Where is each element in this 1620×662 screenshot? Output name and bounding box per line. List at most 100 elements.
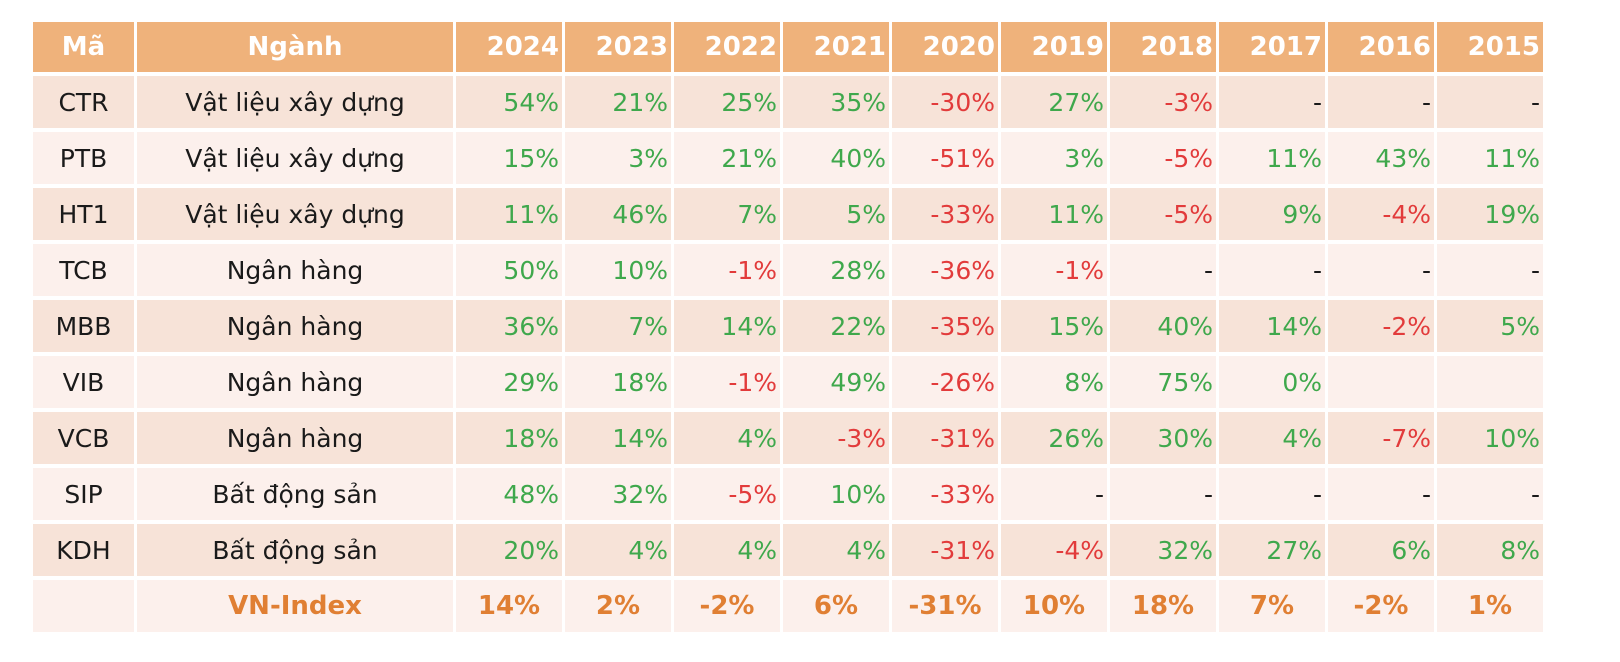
return-value-cell: -36%	[892, 244, 998, 296]
return-value-cell: 8%	[1437, 524, 1543, 576]
return-value-cell: 2%	[565, 580, 671, 632]
return-value-cell: 20%	[456, 524, 562, 576]
return-value-cell: -31%	[892, 524, 998, 576]
return-value-cell: 21%	[674, 132, 780, 184]
stock-code-cell: VIB	[33, 356, 134, 408]
return-value-cell: -	[1328, 244, 1434, 296]
return-value-cell: -	[1437, 76, 1543, 128]
return-value-cell: 11%	[1219, 132, 1325, 184]
return-value-cell: -2%	[674, 580, 780, 632]
sector-cell: Ngân hàng	[137, 244, 453, 296]
table-row: CTR Vật liệu xây dựng 54% 21% 25% 35% -30% 27% -…	[33, 76, 1543, 128]
return-value-cell: -31%	[892, 412, 998, 464]
table-row: SIP Bất động sản 48% 32% -5% 10% -33% - - - - -	[33, 468, 1543, 520]
return-value-cell: 6%	[783, 580, 889, 632]
return-value-cell: 14%	[1219, 300, 1325, 352]
return-value-cell: -	[1328, 76, 1434, 128]
return-value-cell: 21%	[565, 76, 671, 128]
stock-code-cell: MBB	[33, 300, 134, 352]
returns-table-container: Mã Ngành 2024 2023 2022 2021 2020 2019 2…	[33, 22, 1543, 632]
return-value-cell: 4%	[565, 524, 671, 576]
return-value-cell: 10%	[1437, 412, 1543, 464]
return-value-cell: -51%	[892, 132, 998, 184]
return-value-cell: -	[1110, 244, 1216, 296]
return-value-cell: 4%	[783, 524, 889, 576]
header-year: 2023	[565, 22, 671, 72]
return-value-cell: 40%	[1110, 300, 1216, 352]
header-year: 2016	[1328, 22, 1434, 72]
return-value-cell: -4%	[1001, 524, 1107, 576]
stock-code-cell: SIP	[33, 468, 134, 520]
return-value-cell: -7%	[1328, 412, 1434, 464]
header-sector: Ngành	[137, 22, 453, 72]
sector-cell: VN-Index	[137, 580, 453, 632]
return-value-cell: 18%	[565, 356, 671, 408]
sector-cell: Vật liệu xây dựng	[137, 188, 453, 240]
return-value-cell: 4%	[1219, 412, 1325, 464]
return-value-cell: 5%	[783, 188, 889, 240]
sector-cell: Ngân hàng	[137, 412, 453, 464]
return-value-cell: 7%	[565, 300, 671, 352]
return-value-cell: -	[1437, 244, 1543, 296]
return-value-cell: 43%	[1328, 132, 1434, 184]
table-row: TCB Ngân hàng 50% 10% -1% 28% -36% -1% - - - -	[33, 244, 1543, 296]
return-value-cell: 25%	[674, 76, 780, 128]
return-value-cell: 48%	[456, 468, 562, 520]
return-value-cell: -2%	[1328, 580, 1434, 632]
return-value-cell: 3%	[565, 132, 671, 184]
return-value-cell: 7%	[1219, 580, 1325, 632]
return-value-cell: 11%	[456, 188, 562, 240]
sector-cell: Vật liệu xây dựng	[137, 76, 453, 128]
return-value-cell	[1437, 356, 1543, 408]
return-value-cell: 6%	[1328, 524, 1434, 576]
return-value-cell: 75%	[1110, 356, 1216, 408]
return-value-cell: -33%	[892, 188, 998, 240]
stock-code-cell: HT1	[33, 188, 134, 240]
return-value-cell: 10%	[1001, 580, 1107, 632]
return-value-cell: 29%	[456, 356, 562, 408]
stock-code-cell: PTB	[33, 132, 134, 184]
sector-cell: Ngân hàng	[137, 356, 453, 408]
return-value-cell: 19%	[1437, 188, 1543, 240]
return-value-cell: 36%	[456, 300, 562, 352]
return-value-cell: 11%	[1001, 188, 1107, 240]
sector-cell: Bất động sản	[137, 468, 453, 520]
table-row: HT1 Vật liệu xây dựng 11% 46% 7% 5% -33% 11% -5%…	[33, 188, 1543, 240]
header-year: 2018	[1110, 22, 1216, 72]
return-value-cell: 28%	[783, 244, 889, 296]
return-value-cell: -	[1219, 468, 1325, 520]
return-value-cell: 8%	[1001, 356, 1107, 408]
return-value-cell: -	[1437, 468, 1543, 520]
return-value-cell: -	[1328, 468, 1434, 520]
return-value-cell: -3%	[783, 412, 889, 464]
header-year: 2022	[674, 22, 780, 72]
return-value-cell: 14%	[674, 300, 780, 352]
return-value-cell: 46%	[565, 188, 671, 240]
return-value-cell: 35%	[783, 76, 889, 128]
stock-code-cell: KDH	[33, 524, 134, 576]
return-value-cell: 3%	[1001, 132, 1107, 184]
return-value-cell: 30%	[1110, 412, 1216, 464]
stock-code-cell: CTR	[33, 76, 134, 128]
return-value-cell: 49%	[783, 356, 889, 408]
return-value-cell: 14%	[565, 412, 671, 464]
return-value-cell: -1%	[674, 356, 780, 408]
stock-code-cell: TCB	[33, 244, 134, 296]
return-value-cell: -4%	[1328, 188, 1434, 240]
header-year: 2021	[783, 22, 889, 72]
stock-code-cell	[33, 580, 134, 632]
return-value-cell: 26%	[1001, 412, 1107, 464]
return-value-cell: -26%	[892, 356, 998, 408]
header-year: 2015	[1437, 22, 1543, 72]
return-value-cell: -31%	[892, 580, 998, 632]
return-value-cell: -2%	[1328, 300, 1434, 352]
table-row: VIB Ngân hàng 29% 18% -1% 49% -26% 8% 75% 0%	[33, 356, 1543, 408]
return-value-cell: -5%	[1110, 132, 1216, 184]
return-value-cell: -5%	[674, 468, 780, 520]
returns-table: Mã Ngành 2024 2023 2022 2021 2020 2019 2…	[30, 18, 1546, 636]
return-value-cell: -1%	[1001, 244, 1107, 296]
table-row: PTB Vật liệu xây dựng 15% 3% 21% 40% -51% 3% -5%…	[33, 132, 1543, 184]
return-value-cell: 14%	[456, 580, 562, 632]
return-value-cell: -3%	[1110, 76, 1216, 128]
return-value-cell	[1328, 356, 1434, 408]
